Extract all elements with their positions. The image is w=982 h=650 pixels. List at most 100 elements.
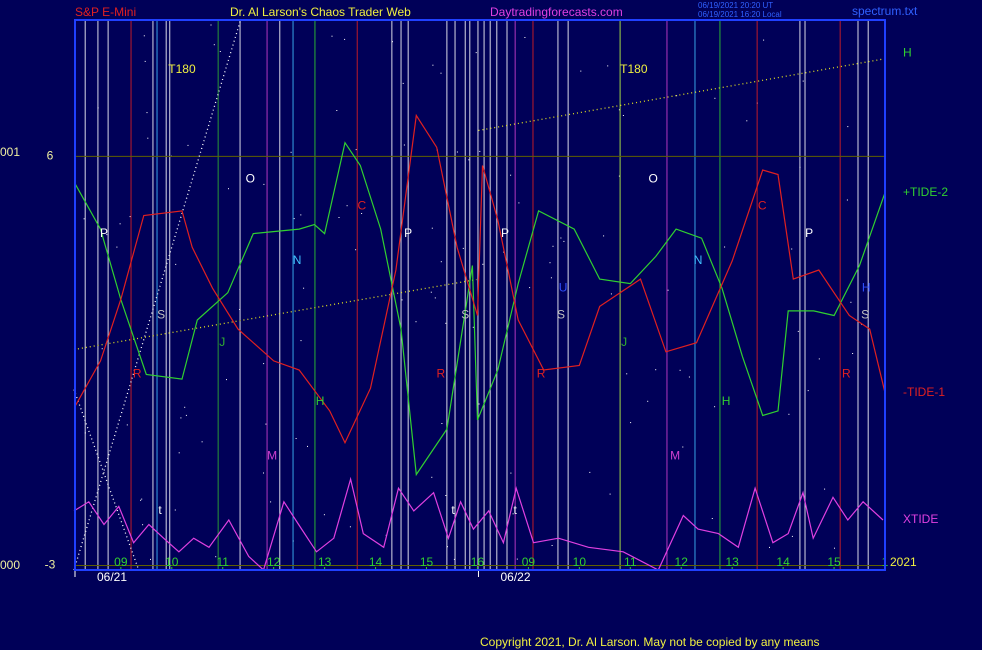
star-dot	[445, 495, 447, 496]
star-dot	[270, 501, 272, 503]
star-dot	[431, 476, 433, 478]
left-label: 000	[0, 558, 20, 572]
event-label: T180	[620, 62, 648, 76]
series-label: XTIDE	[903, 512, 938, 526]
site-url[interactable]: Daytradingforecasts.com	[490, 5, 623, 19]
star-dot	[516, 558, 518, 560]
star-dot	[295, 438, 297, 439]
star-dot	[228, 188, 229, 190]
star-dot	[144, 60, 146, 62]
star-dot	[215, 556, 217, 558]
left-label: 001	[0, 145, 20, 159]
star-dot	[852, 353, 854, 354]
star-dot	[510, 472, 512, 474]
star-dot	[106, 234, 108, 236]
event-label: P	[501, 226, 509, 240]
star-dot	[797, 330, 799, 332]
event-label: S	[557, 308, 565, 322]
star-dot	[769, 546, 770, 548]
date-label: 06/21	[97, 570, 127, 584]
star-dot	[560, 237, 562, 239]
x-tick-label: 11	[624, 555, 637, 569]
star-dot	[263, 363, 265, 365]
star-dot	[174, 509, 176, 511]
star-dot	[682, 446, 684, 448]
star-dot	[563, 240, 565, 242]
star-dot	[679, 369, 681, 371]
event-label: S	[461, 308, 469, 322]
event-label: R	[436, 367, 445, 381]
star-dot	[263, 472, 264, 474]
star-dot	[434, 297, 436, 299]
event-label: T180	[168, 62, 196, 76]
star-dot	[655, 369, 657, 371]
star-dot	[441, 423, 443, 424]
star-dot	[834, 547, 835, 549]
star-dot	[447, 546, 448, 548]
star-dot	[626, 373, 628, 375]
star-dot	[551, 545, 553, 546]
plot-frame	[74, 19, 886, 571]
event-label: P	[404, 226, 412, 240]
star-dot	[142, 524, 144, 526]
star-dot	[850, 301, 852, 303]
star-dot	[101, 348, 103, 350]
event-label: J	[621, 335, 627, 349]
star-dot	[432, 64, 434, 66]
star-dot	[589, 471, 591, 473]
x-tick-label: 13	[725, 555, 739, 569]
year-label: 2021	[890, 555, 917, 569]
star-dot	[610, 293, 612, 295]
star-dot	[323, 514, 325, 516]
star-dot	[445, 322, 447, 324]
x-tick-label: 09	[114, 555, 128, 569]
star-dot	[846, 199, 848, 201]
star-dot	[403, 144, 405, 146]
star-dot	[807, 390, 809, 392]
star-dot	[618, 109, 620, 111]
site-title: Dr. Al Larson's Chaos Trader Web	[230, 5, 411, 19]
series-line	[73, 476, 884, 572]
star-dot	[201, 441, 203, 443]
x-tick-label: 15	[827, 555, 841, 569]
star-dot	[618, 175, 620, 177]
star-dot	[185, 414, 187, 416]
x-tick-label: 14	[776, 555, 790, 569]
star-dot	[392, 41, 393, 43]
event-label: t	[451, 503, 455, 517]
star-dot	[714, 97, 716, 99]
star-dot	[622, 115, 624, 116]
x-tick-label: 12	[675, 555, 689, 569]
star-dot	[187, 144, 189, 146]
x-tick-label: 15	[420, 555, 434, 569]
star-dot	[847, 126, 849, 128]
event-label: H	[722, 394, 731, 408]
star-dot	[724, 246, 726, 248]
event-label: C	[357, 199, 366, 213]
x-tick-label: 12	[267, 555, 281, 569]
event-label: N	[293, 253, 302, 267]
event-label: J	[219, 335, 225, 349]
event-label: O	[649, 171, 658, 185]
star-dot	[788, 413, 790, 415]
star-dot	[791, 248, 793, 250]
series-label: +TIDE-2	[903, 185, 948, 199]
star-dot	[219, 51, 221, 52]
star-dot	[818, 358, 820, 360]
x-tick-label: 09	[522, 555, 536, 569]
x-tick-label: 10	[573, 555, 587, 569]
star-dot	[263, 183, 265, 185]
trendline-label: H	[903, 45, 912, 59]
star-dot	[468, 159, 470, 161]
star-dot	[552, 245, 554, 247]
y-tick-label: 6	[47, 149, 54, 163]
star-dot	[802, 80, 804, 82]
star-dot	[524, 37, 526, 38]
star-dot	[603, 235, 605, 237]
y-tick-label: -3	[45, 558, 56, 572]
star-dot	[290, 151, 292, 153]
star-dot	[482, 263, 484, 265]
star-dot	[83, 218, 85, 220]
event-label: C	[758, 199, 767, 213]
